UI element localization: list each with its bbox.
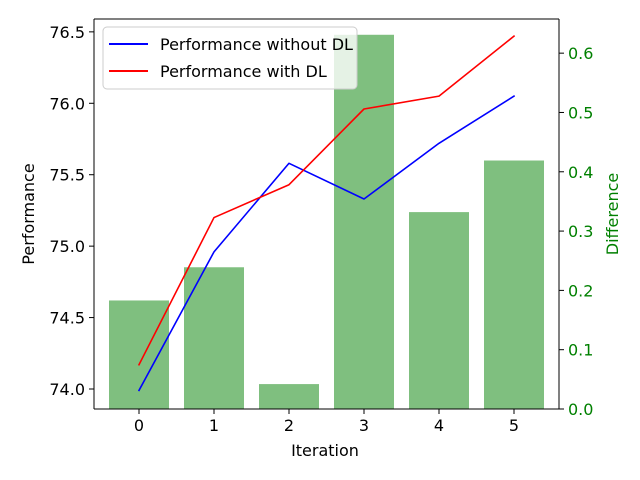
difference-bar — [334, 34, 394, 410]
performance-lines — [137, 35, 516, 392]
line-without-dl — [137, 95, 516, 392]
y-tick-label: 75.0 — [49, 237, 85, 256]
difference-bar — [484, 160, 544, 409]
legend-box — [102, 26, 358, 90]
y-right-tick-label: 0.6 — [568, 44, 593, 63]
difference-bar — [259, 384, 319, 409]
y-right-tick-label: 0.4 — [568, 163, 593, 182]
y-axis-label: Performance — [19, 163, 38, 264]
x-axis-label: Iteration — [291, 441, 359, 460]
x-tick-label: 2 — [284, 416, 294, 435]
difference-bar — [184, 267, 244, 409]
legend: Performance without DL Performance with … — [102, 26, 358, 90]
x-tick-label: 3 — [359, 416, 369, 435]
y-right-tick-label: 0.3 — [568, 222, 593, 241]
legend-label-with-dl: Performance with DL — [160, 62, 327, 81]
y-tick-label: 76.5 — [49, 23, 85, 42]
y-axis-right-label: Difference — [603, 173, 622, 255]
y-tick-label: 74.0 — [49, 380, 85, 399]
y-right-tick-label: 0.2 — [568, 281, 593, 300]
difference-bar — [409, 212, 469, 409]
x-tick-label: 0 — [134, 416, 144, 435]
y-right-tick-label: 0.1 — [568, 341, 593, 360]
tick-labels: 0 1 2 3 4 5 74.0 74.5 75.0 75.5 76.0 76.5 0.0 0.1 0.2 0… — [49, 23, 593, 435]
y-tick-label: 74.5 — [49, 309, 85, 328]
line-with-dl — [137, 35, 516, 366]
x-tick-label: 4 — [434, 416, 444, 435]
difference-bars — [109, 34, 544, 410]
x-tick-label: 1 — [209, 416, 219, 435]
x-tick-label: 5 — [509, 416, 519, 435]
difference-bar — [109, 300, 169, 409]
legend-label-without-dl: Performance without DL — [160, 35, 353, 54]
y-tick-label: 75.5 — [49, 166, 85, 185]
y-right-tick-label: 0.5 — [568, 103, 593, 122]
axes — [93, 18, 560, 410]
y-right-tick-label: 0.0 — [568, 400, 593, 419]
y-tick-label: 76.0 — [49, 94, 85, 113]
